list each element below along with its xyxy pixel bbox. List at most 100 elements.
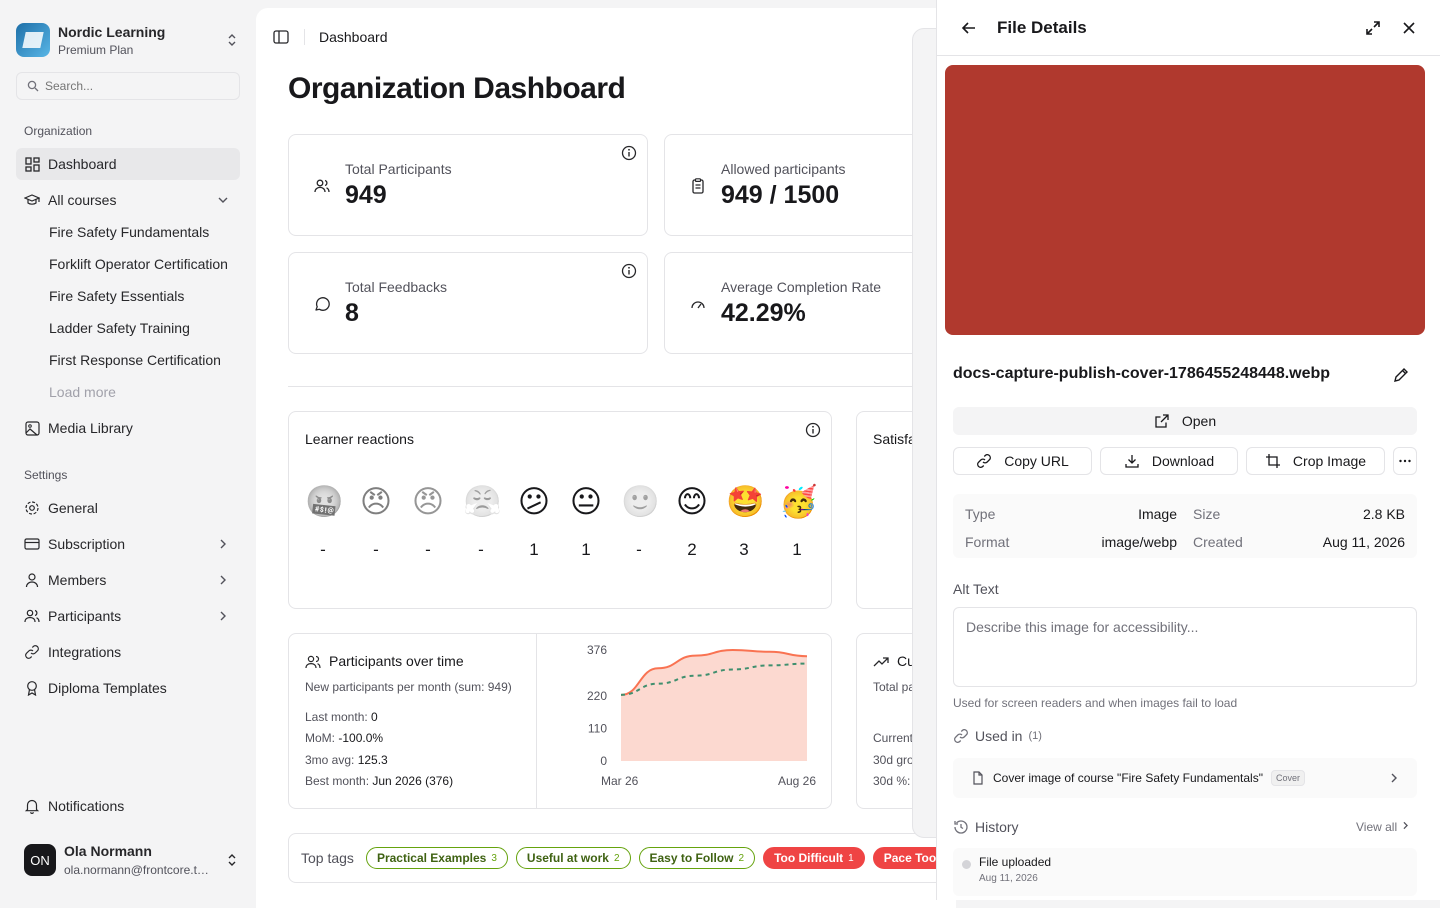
used-in-header: Used in (1): [953, 728, 1042, 744]
back-arrow-icon[interactable]: [959, 18, 979, 38]
message-circle-icon: [315, 297, 330, 311]
tag-chip[interactable]: Pace Too: [872, 847, 948, 869]
history-header: History: [953, 819, 1019, 835]
sidebar-item-notifications[interactable]: Notifications: [16, 790, 240, 822]
sidebar-item-all-courses[interactable]: All courses: [16, 184, 240, 216]
credit-card-icon: [24, 536, 40, 552]
meta-key: Format: [965, 534, 1010, 550]
sidebar-item-media-library[interactable]: Media Library: [16, 412, 240, 444]
chevron-right-icon: [220, 575, 226, 585]
sidebar-item-label: Diploma Templates: [48, 680, 167, 696]
sidebar-item-label: Media Library: [48, 420, 133, 436]
open-button[interactable]: Open: [953, 407, 1417, 435]
course-item[interactable]: First Response Certification: [49, 352, 221, 368]
chevron-right-icon: [1391, 773, 1397, 783]
card-title: Learner reactions: [305, 431, 414, 447]
course-item[interactable]: Forklift Operator Certification: [49, 256, 228, 272]
org-switcher[interactable]: Nordic Learning Premium Plan: [16, 16, 240, 64]
pencil-icon[interactable]: [1392, 366, 1410, 384]
sidebar-item-dashboard[interactable]: Dashboard: [16, 148, 240, 180]
tag-count: 2: [613, 852, 620, 864]
users-icon: [24, 608, 40, 624]
tag-chip[interactable]: Useful at work 2: [515, 847, 631, 869]
avatar: ON: [24, 844, 56, 876]
meta-value: Aug 11, 2026: [1322, 534, 1405, 550]
cover-badge: Cover: [1270, 770, 1305, 786]
panel-title: File Details: [997, 18, 1087, 37]
sidebar-item-members[interactable]: Members: [16, 564, 240, 596]
meta-value: 2.8 KB: [1362, 506, 1405, 522]
sidebar-item-diploma-templates[interactable]: Diploma Templates: [16, 672, 240, 704]
clipboard-icon: [692, 178, 704, 194]
reaction-emoji: 😊: [675, 484, 709, 520]
more-options-button[interactable]: [1393, 447, 1417, 475]
download-button[interactable]: Download: [1100, 447, 1238, 475]
user-menu[interactable]: ON Ola Normann ola.normann@frontcore.tec…: [16, 832, 240, 888]
expand-icon[interactable]: [1363, 18, 1383, 38]
alt-text-input[interactable]: [953, 607, 1417, 687]
stat-line: 3mo avg: 125.3: [305, 753, 388, 767]
info-icon[interactable]: [621, 145, 637, 161]
reaction-emoji: 😕: [517, 484, 551, 520]
chevrons-updown-icon: [228, 34, 236, 46]
used-in-label: Cover image of course "Fire Safety Funda…: [993, 771, 1263, 785]
search-input[interactable]: [45, 79, 225, 93]
stat-line: Best month: Jun 2026 (376): [305, 774, 453, 788]
section-label-organization: Organization: [24, 124, 93, 138]
sidebar-item-participants[interactable]: Participants: [16, 600, 240, 632]
meta-key: Created: [1193, 534, 1243, 550]
users-icon: [305, 655, 321, 669]
close-icon[interactable]: [1399, 18, 1419, 38]
x-tick-label: Mar 26: [601, 774, 639, 788]
stat-value: 949: [345, 181, 387, 209]
reaction-emoji: 🙂: [621, 484, 660, 520]
course-item[interactable]: Ladder Safety Training: [49, 320, 190, 336]
stat-card-total-feedbacks: Total Feedbacks 8: [288, 252, 648, 354]
stat-value: 8: [345, 299, 359, 327]
sidebar-item-label: General: [48, 500, 98, 516]
crop-image-button[interactable]: Crop Image: [1246, 447, 1385, 475]
sidebar-item-label: All courses: [48, 192, 117, 208]
tag-name: Practical Examples: [376, 851, 487, 865]
tag-chip[interactable]: Practical Examples 3: [365, 847, 508, 869]
search-icon: [27, 80, 39, 92]
user-name: Ola Normann: [64, 843, 152, 859]
top-tags-label: Top tags: [301, 850, 354, 866]
stat-key: 3mo avg:: [305, 753, 355, 767]
award-icon: [24, 680, 40, 696]
info-icon[interactable]: [805, 422, 821, 438]
info-icon[interactable]: [621, 263, 637, 279]
page-title: Organization Dashboard: [288, 72, 626, 105]
link-icon: [977, 454, 992, 468]
y-tick-label: 220: [587, 689, 607, 703]
chevrons-updown-icon: [228, 854, 236, 866]
trending-up-icon: [873, 657, 889, 667]
sidebar-item-label: Notifications: [48, 798, 125, 814]
button-label: Copy URL: [1004, 453, 1069, 469]
breadcrumb[interactable]: Dashboard: [319, 29, 388, 45]
stat-label: Total Feedbacks: [345, 279, 447, 295]
stat-card-average-completion: Average Completion Rate 42.29%: [664, 252, 956, 354]
sidebar-item-general[interactable]: General: [16, 492, 240, 524]
sidebar-toggle-icon[interactable]: [272, 28, 290, 46]
copy-url-button[interactable]: Copy URL: [953, 447, 1092, 475]
load-more-link[interactable]: Load more: [49, 384, 116, 400]
participants-over-time-card: Participants over time New participants …: [288, 633, 832, 809]
tag-chip[interactable]: Easy to Follow 2: [638, 847, 756, 869]
reaction-count: 1: [792, 540, 802, 559]
view-all-link[interactable]: View all: [1356, 820, 1411, 834]
area-fill: [621, 650, 807, 761]
gear-icon: [24, 500, 40, 516]
sidebar-item-integrations[interactable]: Integrations: [16, 636, 240, 668]
sidebar-item-subscription[interactable]: Subscription: [16, 528, 240, 560]
search-box[interactable]: [16, 72, 240, 100]
tag-name: Pace Too: [883, 851, 937, 865]
divider: [288, 386, 928, 387]
course-item[interactable]: Fire Safety Essentials: [49, 288, 185, 304]
tag-chip[interactable]: Too Difficult 1: [763, 847, 865, 869]
sidebar-item-label: Subscription: [48, 536, 126, 552]
y-tick-label: 376: [587, 643, 607, 657]
used-in-item[interactable]: Cover image of course "Fire Safety Funda…: [953, 758, 1417, 798]
course-item[interactable]: Fire Safety Fundamentals: [49, 224, 210, 240]
reaction-emoji: 🥳: [779, 484, 818, 520]
